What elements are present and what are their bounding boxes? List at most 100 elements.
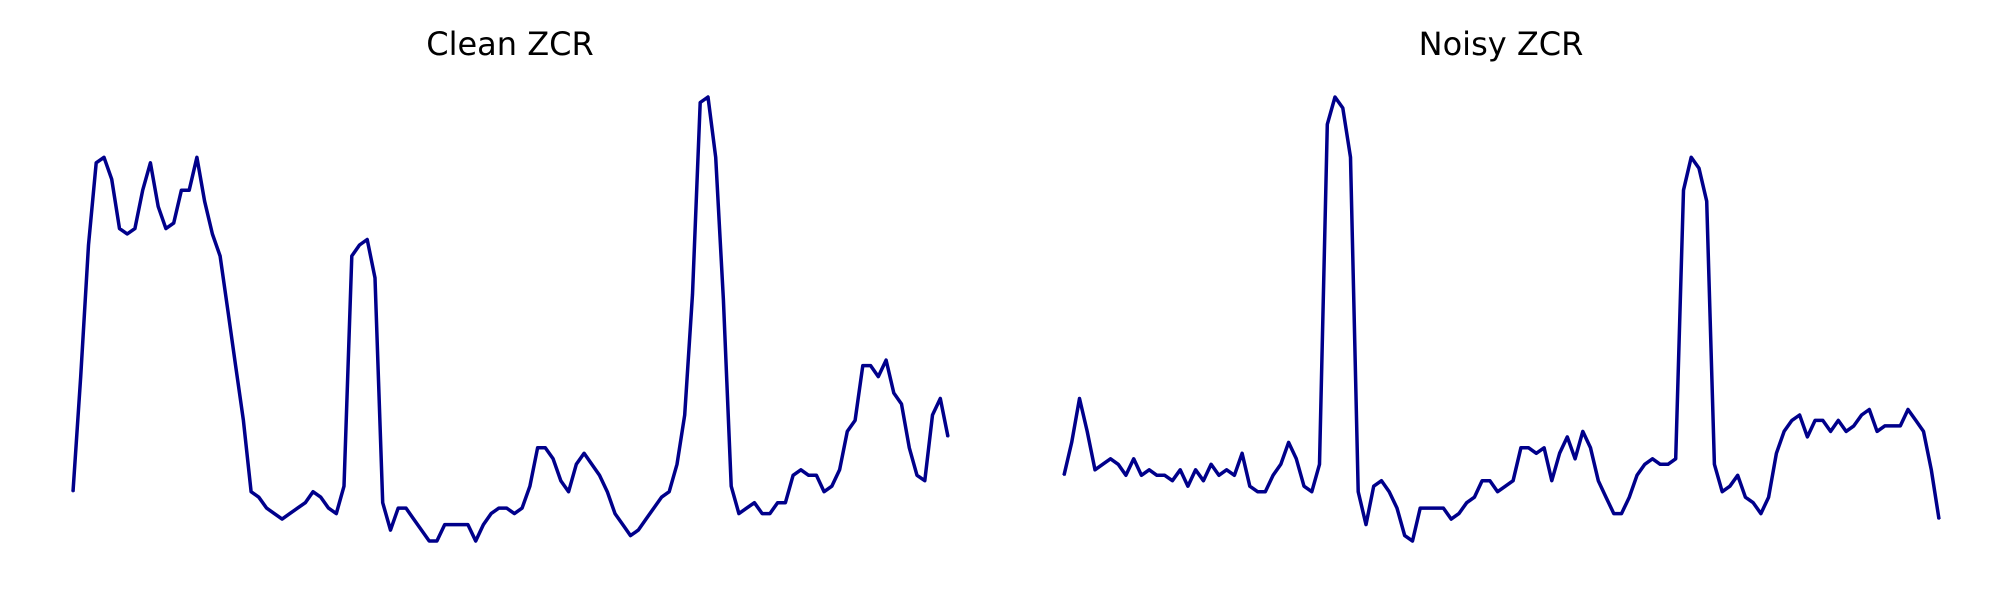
clean-zcr-point-66 <box>583 452 585 455</box>
clean-zcr-point-69 <box>606 490 609 493</box>
noisy-zcr-point-3 <box>1086 430 1088 433</box>
clean-zcr-point-8 <box>134 227 136 230</box>
clean-zcr-point-74 <box>645 518 647 520</box>
noisy-zcr-point-92 <box>1775 452 1778 455</box>
noisy-zcr-point-91 <box>1767 496 1770 499</box>
noisy-zcr-point-90 <box>1760 512 1762 515</box>
noisy-zcr-point-58 <box>1512 479 1514 482</box>
clean-zcr-point-98 <box>831 485 833 488</box>
clean-zcr-point-25 <box>265 507 268 509</box>
noisy-zcr-points <box>1063 96 1940 542</box>
clean-zcr-point-91 <box>776 501 779 504</box>
clean-zcr-point-80 <box>691 293 694 296</box>
noisy-zcr-point-81 <box>1690 156 1692 159</box>
noisy-zcr-point-50 <box>1450 518 1452 520</box>
clean-zcr-point-5 <box>110 178 113 180</box>
clean-zcr-point-99 <box>838 469 841 471</box>
clean-zcr-point-88 <box>753 501 756 504</box>
clean-zcr-point-23 <box>250 490 252 493</box>
clean-zcr-point-59 <box>529 485 531 488</box>
noisy-zcr-point-36 <box>1342 107 1344 109</box>
clean-zcr-point-9 <box>141 189 144 191</box>
noisy-zcr-point-106 <box>1884 425 1886 427</box>
clean-zcr-point-81 <box>699 101 701 104</box>
clean-zcr-point-83 <box>714 156 717 159</box>
clean-zcr-point-103 <box>869 364 872 367</box>
noisy-zcr-point-95 <box>1798 414 1801 416</box>
noisy-zcr-point-9 <box>1132 458 1135 460</box>
clean-zcr-point-36 <box>351 255 353 257</box>
noisy-zcr-point-49 <box>1442 507 1445 509</box>
noisy-zcr-point-5 <box>1101 463 1104 466</box>
clean-zcr-point-2 <box>87 244 90 246</box>
noisy-zcr-point-26 <box>1264 490 1267 493</box>
noisy-zcr-point-68 <box>1589 447 1592 449</box>
noisy-zcr-title: Noisy ZCR <box>1419 25 1584 63</box>
noisy-zcr-point-75 <box>1644 463 1646 466</box>
clean-zcr-point-31 <box>312 490 314 493</box>
noisy-zcr-point-48 <box>1434 507 1437 509</box>
clean-zcr-point-113 <box>947 436 949 438</box>
clean-zcr-point-46 <box>428 540 431 542</box>
noisy-zcr-point-97 <box>1814 419 1816 422</box>
noisy-zcr-point-65 <box>1566 436 1569 438</box>
noisy-zcr-point-84 <box>1713 463 1716 466</box>
noisy-zcr-point-59 <box>1520 447 1522 449</box>
clean-zcr-point-82 <box>707 96 709 98</box>
clean-zcr-point-60 <box>536 447 539 449</box>
noisy-zcr-point-113 <box>1938 518 1940 520</box>
noisy-zcr-point-83 <box>1705 200 1708 202</box>
noisy-zcr-point-20 <box>1218 474 1220 477</box>
noisy-zcr-point-55 <box>1489 479 1491 482</box>
noisy-zcr-point-45 <box>1411 540 1414 542</box>
clean-zcr-point-95 <box>807 474 810 477</box>
clean-zcr-point-72 <box>629 534 632 537</box>
clean-zcr-point-96 <box>815 474 818 477</box>
clean-zcr-point-34 <box>335 512 338 515</box>
clean-zcr-point-107 <box>900 403 903 405</box>
noisy-zcr-point-105 <box>1876 430 1878 433</box>
clean-zcr-point-89 <box>761 512 763 515</box>
clean-zcr-point-54 <box>490 512 492 515</box>
clean-zcr-point-94 <box>800 469 802 471</box>
noisy-zcr-point-35 <box>1334 96 1336 98</box>
noisy-zcr-point-13 <box>1163 474 1166 477</box>
clean-zcr-point-101 <box>854 419 856 422</box>
noisy-zcr-point-94 <box>1791 419 1793 422</box>
clean-zcr-point-21 <box>234 364 237 367</box>
noisy-zcr-point-24 <box>1249 485 1251 488</box>
clean-zcr-point-12 <box>165 227 167 230</box>
clean-zcr-point-1 <box>79 375 82 378</box>
clean-zcr-points <box>72 96 949 542</box>
noisy-zcr-point-32 <box>1311 490 1313 493</box>
noisy-zcr-point-8 <box>1125 474 1127 477</box>
clean-zcr-point-77 <box>668 490 670 493</box>
clean-zcr-point-27 <box>281 518 283 520</box>
noisy-zcr-point-110 <box>1915 419 1917 422</box>
noisy-zcr-point-63 <box>1551 479 1553 482</box>
clean-zcr-point-18 <box>211 233 214 235</box>
noisy-zcr-point-7 <box>1117 463 1119 466</box>
noisy-zcr-point-21 <box>1225 469 1228 471</box>
noisy-zcr-point-108 <box>1899 425 1902 427</box>
clean-zcr-point-30 <box>304 501 307 504</box>
noisy-zcr-point-44 <box>1403 534 1406 537</box>
noisy-zcr-point-96 <box>1806 436 1809 438</box>
clean-zcr-point-28 <box>289 512 291 515</box>
clean-zcr-point-62 <box>552 458 554 460</box>
noisy-zcr-point-31 <box>1303 485 1305 488</box>
clean-zcr-point-22 <box>242 419 245 422</box>
clean-zcr-point-111 <box>931 414 934 416</box>
noisy-zcr-point-109 <box>1907 408 1909 411</box>
noisy-zcr-point-12 <box>1156 474 1158 477</box>
noisy-zcr-point-37 <box>1349 156 1352 159</box>
clean-zcr-point-61 <box>544 447 547 449</box>
noisy-zcr-point-51 <box>1458 512 1460 515</box>
noisy-zcr-point-16 <box>1187 485 1189 488</box>
clean-zcr-point-105 <box>885 359 887 361</box>
clean-zcr-point-39 <box>374 277 376 279</box>
noisy-zcr-series-line <box>1062 95 1941 543</box>
noisy-zcr-point-88 <box>1744 496 1747 499</box>
noisy-zcr-point-38 <box>1357 490 1359 493</box>
clean-zcr-point-87 <box>745 507 748 509</box>
